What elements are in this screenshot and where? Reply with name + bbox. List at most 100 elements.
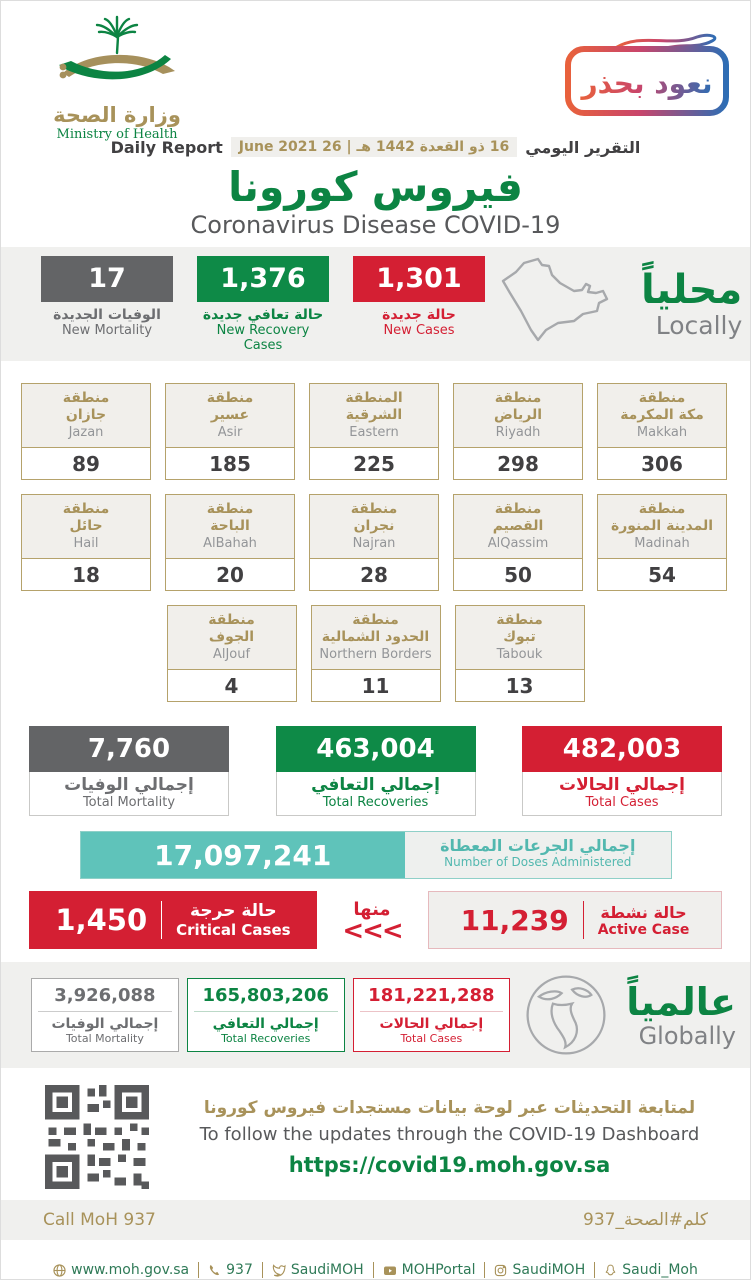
- twitter-icon: [272, 1263, 286, 1277]
- moh-logo-icon: [59, 15, 175, 80]
- region-ar-line1: منطقة: [208, 612, 255, 628]
- globally-section: 3,926,088 إجمالي الوفيات Total Mortality…: [1, 962, 750, 1068]
- region-ar-line1: منطقة: [350, 501, 398, 517]
- doses-label-ar: إجمالي الجرعات المعطاة: [440, 836, 636, 855]
- footer-youtube-link[interactable]: MOHPortal: [372, 1262, 485, 1278]
- regions-row-2: منطقة حائل Hail 18 منطقة الباحة AlBahah 20 م…: [21, 494, 730, 591]
- divider: [582, 901, 584, 939]
- global-recoveries-label-en: Total Recoveries: [221, 1032, 311, 1045]
- footer-twitter-link[interactable]: SaudiMOH: [261, 1262, 373, 1278]
- globally-heading-ar: عالمياً: [626, 980, 736, 1024]
- critical-cases-label-en: Critical Cases: [176, 921, 291, 939]
- critical-cases-label-ar: حالة حرجة: [190, 901, 277, 921]
- global-mortality-box: 3,926,088 إجمالي الوفيات Total Mortality: [31, 978, 179, 1052]
- region-value: 298: [497, 452, 539, 476]
- region-ar-line2: الرياض: [493, 407, 543, 423]
- region-ar-line1: منطقة: [496, 612, 543, 628]
- region-ar-line2: الحدود الشمالية: [321, 629, 430, 645]
- dashboard-line-ar: لمتابعة التحديثات عبر لوحة بيانات مستجدا…: [203, 1097, 696, 1118]
- qr-code: [41, 1081, 153, 1193]
- new-recoveries-value: 1,376: [197, 255, 329, 302]
- globally-heading-en: Globally: [638, 1022, 736, 1050]
- new-mortality-stat: 17 الوفيات الجديدة New Mortality: [41, 255, 173, 353]
- totals-row: 7,760 إجمالي الوفيات Total Mortality 463,…: [1, 716, 750, 816]
- new-mortality-label-en: New Mortality: [61, 322, 153, 338]
- regions-row-3: منطقة الجوف AlJouf 4 منطقة الحدود الشمالية N…: [21, 605, 730, 702]
- new-cases-stat: 1,301 حالة جديدة New Cases: [353, 255, 485, 353]
- globe-icon: [526, 975, 606, 1055]
- daily-report-label-en: Daily Report: [110, 137, 223, 157]
- footer-phone-link[interactable]: 937: [198, 1262, 262, 1278]
- region-en: Eastern: [349, 425, 399, 440]
- region-card-northern-borders: منطقة الحدود الشمالية Northern Borders 11: [310, 605, 441, 702]
- new-mortality-value: 17: [41, 255, 173, 302]
- active-cases-label-en: Active Case: [597, 921, 690, 938]
- region-value: 28: [360, 563, 388, 587]
- active-cases-value: 11,239: [460, 903, 569, 937]
- region-card-tabouk: منطقة تبوك Tabouk 13: [454, 605, 585, 702]
- new-recoveries-label-en: New Recovery Cases: [216, 322, 310, 353]
- divider: [161, 901, 163, 939]
- report-date: 16 ذو القعدة 1442 هـ | 26 June 2021: [230, 137, 518, 157]
- region-en: Jazan: [68, 425, 104, 440]
- phone-icon: [210, 1264, 220, 1275]
- region-card-eastern: المنطقة الشرقية Eastern 225: [309, 383, 439, 480]
- region-en: Tabouk: [496, 647, 543, 662]
- call-moh-text: Call MoH 937: [43, 1210, 156, 1230]
- region-ar-line2: المدينة المنورة: [610, 518, 714, 534]
- global-cases-box: 181,221,288 إجمالي الحالات Total Cases: [352, 978, 511, 1052]
- region-en: Asir: [217, 425, 243, 440]
- region-card-asir: منطقة عسير Asir 185: [165, 383, 295, 480]
- region-value: 18: [72, 563, 100, 587]
- region-value: 20: [216, 563, 244, 587]
- total-recoveries-block: 463,004 إجمالي التعافي Total Recoveries: [275, 726, 476, 816]
- footer-instagram-link[interactable]: SaudiMOH: [484, 1262, 594, 1278]
- snapchat-icon: [605, 1264, 616, 1275]
- total-mortality-label-ar: إجمالي الوفيات: [64, 775, 194, 795]
- new-cases-value: 1,301: [353, 255, 485, 302]
- region-value: 13: [505, 674, 534, 698]
- region-value: 50: [504, 563, 532, 587]
- footer-website-link[interactable]: www.moh.gov.sa: [44, 1262, 198, 1278]
- dashboard-info: لمتابعة التحديثات عبر لوحة بيانات مستجدا…: [1, 1068, 750, 1194]
- new-mortality-label-ar: الوفيات الجديدة: [53, 306, 161, 323]
- hashtag-text: كلم#الصحة_937: [583, 1210, 708, 1230]
- region-ar-line2: نجران: [353, 518, 395, 534]
- region-en: Madinah: [634, 536, 690, 551]
- new-recoveries-stat: 1,376 حالة تعافي جديدة New Recovery Case…: [197, 255, 329, 353]
- region-card-albahah: منطقة الباحة AlBahah 20: [165, 494, 295, 591]
- region-card-alqassim: منطقة القصيم AlQassim 50: [453, 494, 583, 591]
- instagram-icon: [495, 1264, 507, 1276]
- locally-section: 17 الوفيات الجديدة New Mortality 1,376 ح…: [1, 247, 750, 361]
- region-value: 89: [72, 452, 100, 476]
- footer-snapchat-link[interactable]: Saudi_Moh: [594, 1262, 707, 1278]
- region-en: Hail: [73, 536, 99, 551]
- region-card-hail: منطقة حائل Hail 18: [21, 494, 151, 591]
- global-recoveries-box: 165,803,206 إجمالي التعافي Total Recover…: [186, 978, 345, 1052]
- total-recoveries-label-en: Total Recoveries: [322, 795, 429, 810]
- region-value: 54: [648, 563, 676, 587]
- region-ar-line2: الشرقية: [345, 407, 403, 423]
- region-ar-line2: الجوف: [208, 629, 255, 645]
- region-ar-line1: منطقة: [638, 501, 686, 517]
- region-ar-line1: منطقة: [62, 501, 110, 517]
- region-en: Makkah: [636, 425, 688, 440]
- daily-report-label-ar: التقرير اليومي: [525, 137, 641, 157]
- region-en: AlBahah: [203, 536, 257, 551]
- region-card-riyadh: منطقة الرياض Riyadh 298: [453, 383, 583, 480]
- badge-text: نعود بحذر: [580, 67, 713, 100]
- region-ar-line1: المنطقة: [345, 390, 403, 406]
- regions-row-1: منطقة جازان Jazan 89 منطقة عسير Asir 185 الم…: [21, 383, 730, 480]
- logo-english-name: Ministry of Health: [56, 127, 178, 142]
- header: وزارة الصحة Ministry of Health نعود بحذر: [1, 1, 750, 142]
- dashboard-url-link[interactable]: https://covid19.moh.gov.sa: [288, 1152, 611, 1177]
- doses-value: 17,097,241: [80, 832, 405, 878]
- total-cases-block: 482,003 إجمالي الحالات Total Cases: [522, 726, 722, 816]
- badge-swoosh: [615, 33, 717, 51]
- global-mortality-label-ar: إجمالي الوفيات: [38, 1011, 172, 1032]
- region-ar-line2: القصيم: [492, 518, 544, 534]
- regions-grid: منطقة جازان Jazan 89 منطقة عسير Asir 185 الم…: [1, 361, 750, 702]
- region-en: Riyadh: [495, 425, 541, 440]
- region-card-madinah: منطقة المدينة المنورة Madinah 54: [597, 494, 727, 591]
- global-cases-value: 181,221,288: [368, 985, 495, 1006]
